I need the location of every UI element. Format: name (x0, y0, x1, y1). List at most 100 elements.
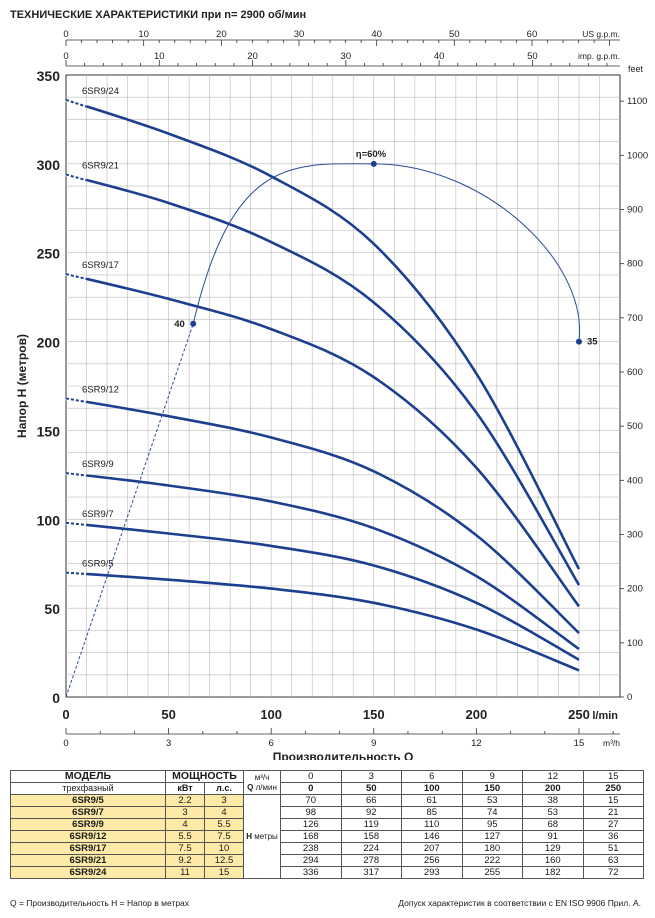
q-m3h-value: 12 (522, 770, 584, 783)
head-value-cell: 256 (401, 854, 463, 867)
q-lmin-value: 250 (582, 782, 644, 795)
head-value-cell: 91 (522, 830, 584, 843)
y-tick-label: 200 (37, 335, 61, 351)
hp-cell: 15 (204, 866, 244, 879)
m3h-tick-label: 6 (269, 738, 274, 749)
kw-cell: 2.2 (165, 794, 205, 807)
x-axis-label: Производительность Q (273, 750, 414, 760)
pump-curve-6SR9-5 (65, 571, 580, 672)
h-unit: метры (254, 832, 278, 841)
pump-curve-6SR9-21 (65, 173, 581, 586)
head-value-cell: 27 (582, 818, 644, 831)
table-subheader-row: трехфазный кВт л.с. 0 50 100 150 200 250 (10, 782, 644, 795)
head-value-cell: 38 (522, 794, 584, 807)
specifications-table: МОДЕЛЬ МОЩНОСТЬ м³/ч Q л/мин 0 3 6 9 12 15 трехфаз… (10, 770, 644, 879)
curve-label: 6SR9/5 (82, 559, 114, 570)
m3h-tick-label: 12 (471, 738, 482, 749)
curve-label: 6SR9/24 (82, 86, 119, 97)
y-tick-label: 250 (37, 246, 61, 262)
q-m3h-value: 9 (461, 770, 523, 783)
grid (65, 74, 621, 698)
kw-cell: 9.2 (165, 854, 205, 867)
us-gpm-tick-label: 40 (371, 29, 382, 40)
kw-cell: 3 (165, 806, 205, 819)
q-lmin-value: 50 (340, 782, 402, 795)
head-value-cell: 160 (522, 854, 584, 867)
col-model-header: МОДЕЛЬ (10, 770, 166, 783)
curve-label: 6SR9/12 (82, 384, 119, 395)
curves: 6SR9/24 6SR9/21 6SR9/17 6SR9/12 6SR9/9 6SR9/7… (65, 86, 581, 672)
head-value-cell: 53 (522, 806, 584, 819)
table-header-row: МОДЕЛЬ МОЩНОСТЬ м³/ч Q л/мин 0 3 6 9 12 15 (10, 770, 644, 795)
head-value-cell: 61 (401, 794, 463, 807)
efficiency-label-35: 35 (587, 337, 598, 348)
feet-tick-label: 400 (627, 475, 643, 486)
head-value-cell: 294 (280, 854, 342, 867)
head-value-cell: 180 (461, 842, 523, 855)
head-value-cell: 51 (582, 842, 644, 855)
pump-curve-6SR9-17 (65, 272, 581, 608)
y-tick-label: 150 (37, 423, 61, 439)
q-label: Q (247, 782, 254, 792)
h-label: H (246, 832, 252, 841)
y-tick-label: 100 (37, 512, 61, 528)
hp-cell: 10 (204, 842, 244, 855)
imp-gpm-axis-label: imp. g.p.m. (578, 51, 620, 61)
x-unit-label: l/min (592, 710, 618, 722)
head-value-cell: 168 (280, 830, 342, 843)
q-lmin-value: 0 (280, 782, 342, 795)
imp-gpm-tick-label: 10 (154, 51, 165, 62)
feet-tick-label: 500 (627, 421, 643, 432)
efficiency-point (190, 320, 197, 327)
feet-axis-label: feet (628, 64, 644, 74)
curve-start-dashed (65, 472, 87, 477)
pump-curve-6SR9-7 (65, 521, 580, 661)
head-value-cell: 126 (280, 818, 342, 831)
head-value-cell: 53 (461, 794, 523, 807)
x-tick-label: 100 (260, 707, 282, 722)
efficiency-dashed-segment (65, 323, 194, 698)
model-cell: 6SR9/7 (10, 806, 166, 819)
feet-tick-label: 1100 (627, 96, 647, 107)
us-gpm-tick-label: 60 (527, 29, 538, 40)
head-value-cell: 336 (280, 866, 342, 879)
m3h-axis-label: m³/h (603, 738, 620, 748)
q-m3h-value: 15 (582, 770, 644, 783)
q-lmin-value: 200 (522, 782, 584, 795)
imp-gpm-tick-label: 40 (434, 51, 445, 62)
table-row: 6SR9/12 5.5 7.5 168 158 146 127 91 36 (10, 830, 644, 843)
head-value-cell: 224 (340, 842, 402, 855)
m3h-tick-label: 3 (166, 738, 171, 749)
head-value-cell: 146 (401, 830, 463, 843)
us-gpm-axis-label: US g.p.m. (582, 29, 620, 39)
head-value-cell: 255 (461, 866, 523, 879)
q-m3h-value: 0 (280, 770, 342, 783)
footer-legend: Q = Производительность H = Напор в метра… (10, 898, 190, 908)
col-power-header: МОЩНОСТЬ (165, 770, 244, 783)
efficiency-label-60: η=60% (356, 149, 387, 160)
x-tick-label: 200 (466, 707, 488, 722)
table-row: 6SR9/24 11 15 336 317 293 255 182 72 (10, 866, 644, 879)
table-row: 6SR9/7 3 4 98 92 85 74 53 21 (10, 806, 644, 819)
feet-tick-label: 0 (627, 692, 632, 703)
y-tick-label: 350 (37, 68, 61, 84)
x-tick-label: 50 (161, 707, 175, 722)
head-value-cell: 98 (280, 806, 342, 819)
head-value-cell: 21 (582, 806, 644, 819)
m3h-tick-label: 9 (371, 738, 376, 749)
table-row: 6SR9/9 4 5.5 126 119 110 95 68 27 (10, 818, 644, 831)
head-value-cell: 222 (461, 854, 523, 867)
hp-cell: 4 (204, 806, 244, 819)
us-gpm-tick-label: 30 (294, 29, 305, 40)
head-value-cell: 66 (340, 794, 402, 807)
head-value-cell: 92 (340, 806, 402, 819)
curve-label: 6SR9/9 (82, 459, 114, 470)
m3h-tick-label: 0 (63, 738, 68, 749)
q-m3h-value: 6 (401, 770, 463, 783)
pump-curve-6SR9-12 (65, 397, 580, 634)
m3h-tick-label: 15 (574, 738, 585, 749)
curve-label: 6SR9/7 (82, 509, 114, 520)
hp-cell: 3 (204, 794, 244, 807)
y-tick-label: 50 (44, 601, 60, 617)
